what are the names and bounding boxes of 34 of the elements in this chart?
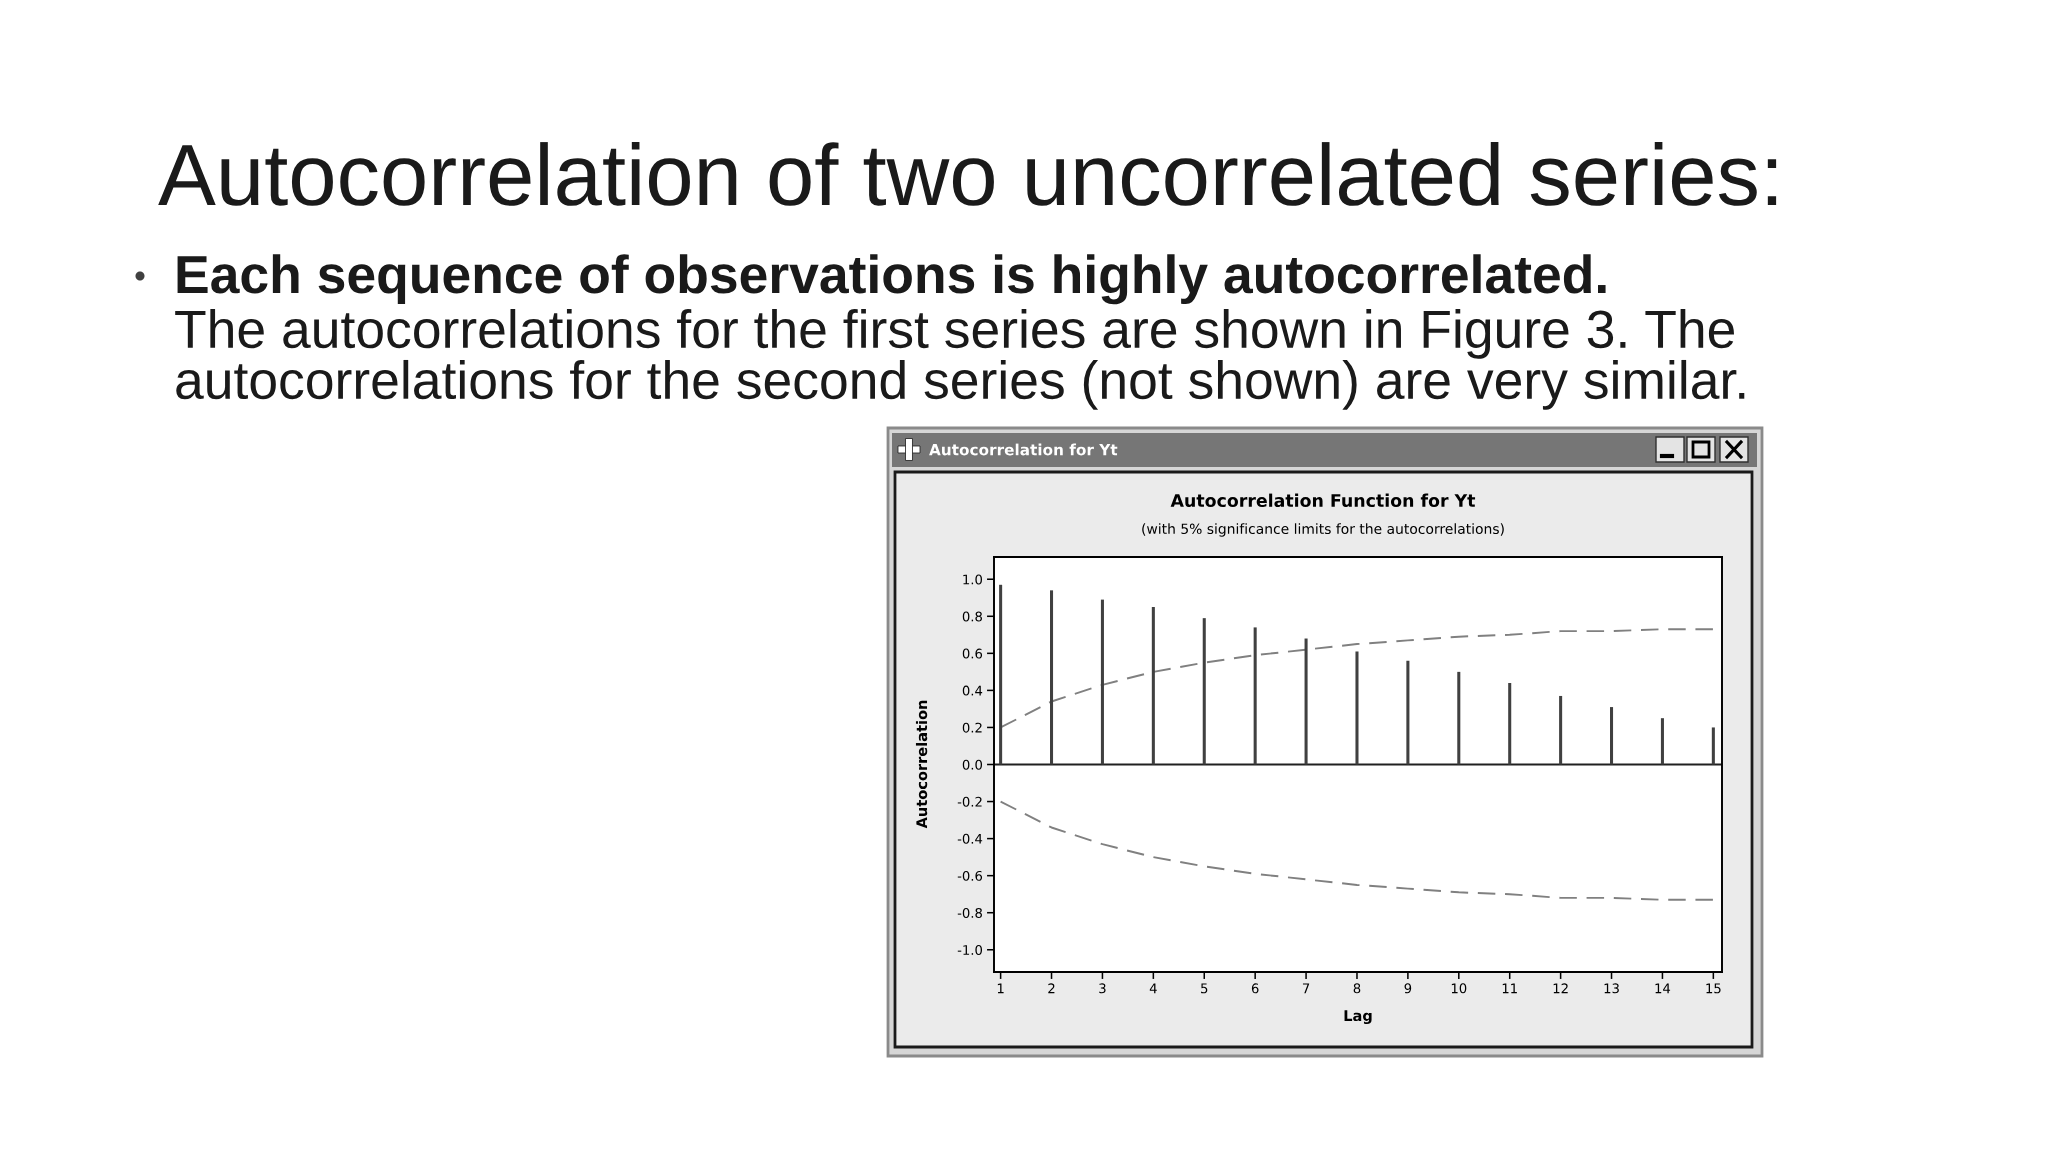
y-tick-label: 0.0 (962, 759, 983, 770)
y-axis-title: Autocorrelation (915, 700, 928, 829)
text: Each sequence of observations is highly autocorrelated. (177, 254, 1606, 305)
y-tick-label: -1.0 (957, 944, 983, 955)
x-tick-label: 7 (1302, 983, 1310, 994)
y-tick-label: 1.0 (963, 574, 983, 585)
x-tick-label: 3 (1099, 983, 1106, 994)
x-tick-label: 4 (1149, 983, 1157, 994)
x-axis-title: Lag (1344, 1010, 1372, 1025)
text: Autocorrelation for Yt (929, 443, 1118, 456)
y-tick-label: 0.4 (962, 685, 983, 696)
x-tick-label: 12 (1553, 983, 1568, 994)
y-tick-label: 0.8 (962, 611, 982, 622)
x-tick-label: 6 (1251, 983, 1259, 994)
y-tick-label: -0.4 (957, 833, 983, 844)
text: Autocorrelation of two uncorrelated series: (158, 142, 1777, 206)
x-tick-label: 10 (1451, 983, 1467, 994)
x-tick-label: 11 (1502, 983, 1517, 994)
y-tick-label: -0.2 (957, 796, 982, 807)
y-tick-label: -0.8 (957, 907, 982, 918)
x-tick-label: 1 (997, 983, 1004, 994)
x-tick-label: 5 (1201, 983, 1208, 994)
y-tick-label: -0.6 (957, 870, 983, 881)
text: The autocorrelations for the first series are shown in Figure 3. The autocorrelations for the second series (not shown) are very similar. (175, 309, 1745, 410)
chart-title: Autocorrelation Function for Yt (1170, 493, 1476, 508)
x-tick-label: 2 (1048, 983, 1055, 994)
x-tick-label: 13 (1604, 983, 1619, 994)
x-tick-label: 15 (1706, 983, 1721, 994)
y-tick-label: 0.6 (962, 648, 983, 659)
x-tick-label: 8 (1353, 983, 1361, 994)
y-tick-label: 0.2 (962, 722, 982, 733)
chart-subtitle: (with 5% significance limits for the autocorrelations) (1142, 523, 1504, 537)
x-tick-label: 14 (1655, 983, 1671, 994)
x-tick-label: 9 (1404, 983, 1412, 994)
